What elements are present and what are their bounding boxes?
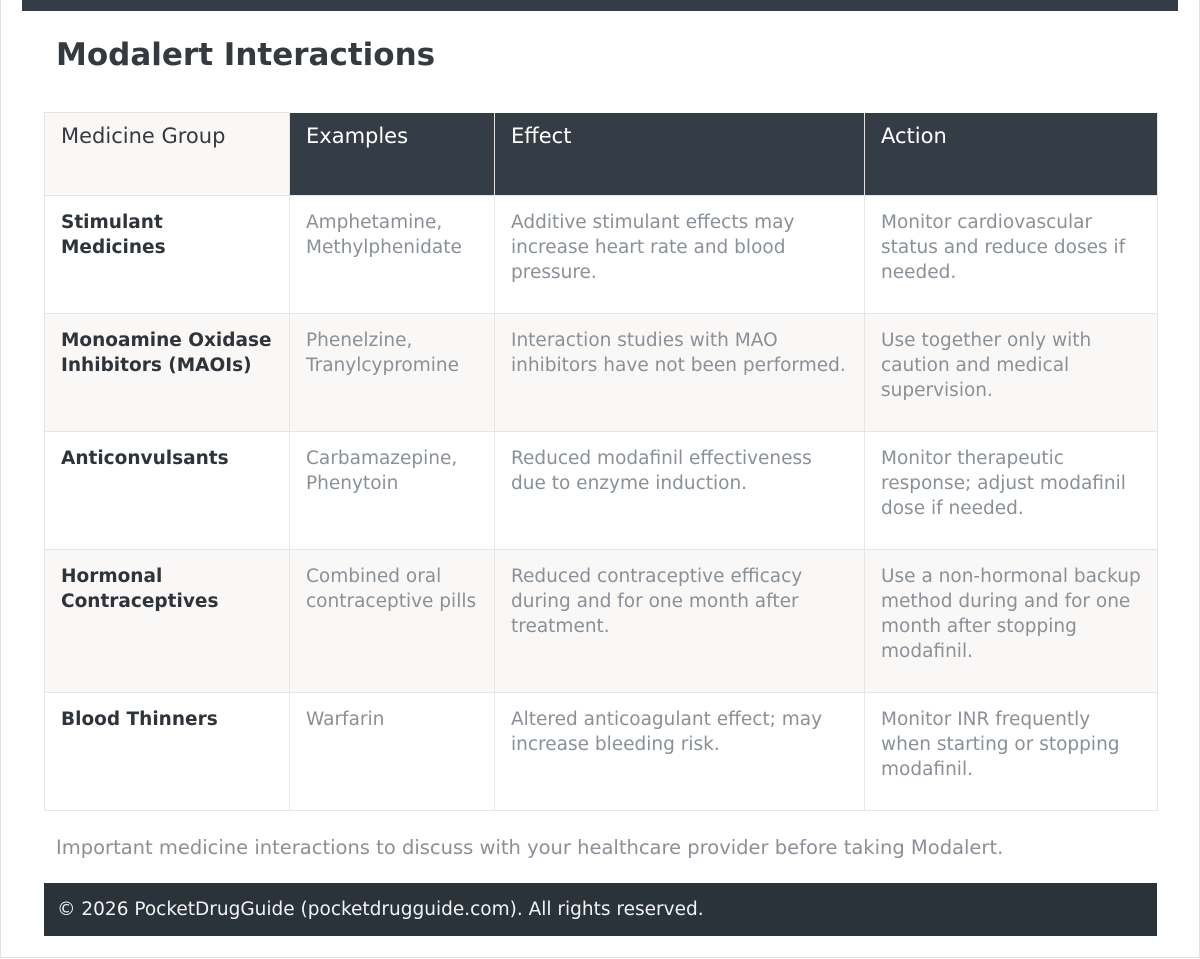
cell-examples: Amphetamine, Methylphenidate [289, 195, 495, 314]
table-row: Monoamine Oxidase Inhibitors (MAOIs) Phe… [44, 313, 1158, 432]
cell-action: Monitor INR frequently when starting or … [864, 692, 1158, 811]
cell-examples: Carbamazepine, Phenytoin [289, 431, 495, 550]
header-action: Action [864, 112, 1158, 196]
header-medicine-group: Medicine Group [44, 112, 290, 196]
table-row: Hormonal Contraceptives Combined oral co… [44, 549, 1158, 693]
cell-medicine-group: Stimulant Medicines [44, 195, 290, 314]
cell-examples: Warfarin [289, 692, 495, 811]
table-row: Stimulant Medicines Amphetamine, Methylp… [44, 195, 1158, 314]
copyright-text: © 2026 PocketDrugGuide (pocketdrugguide.… [57, 898, 704, 920]
table-caption: Important medicine interactions to discu… [56, 836, 1004, 859]
cell-effect: Interaction studies with MAO inhibitors … [494, 313, 865, 432]
cell-effect: Reduced modafinil effectiveness due to e… [494, 431, 865, 550]
cell-action: Use a non-hormonal backup method during … [864, 549, 1158, 693]
header-examples: Examples [289, 112, 495, 196]
table-header-row: Medicine Group Examples Effect Action [44, 112, 1158, 196]
interactions-table: Medicine Group Examples Effect Action St… [44, 112, 1158, 811]
cell-effect: Reduced contraceptive efficacy during an… [494, 549, 865, 693]
cell-action: Monitor therapeutic response; adjust mod… [864, 431, 1158, 550]
cell-examples: Combined oral contraceptive pills [289, 549, 495, 693]
header-effect: Effect [494, 112, 865, 196]
cell-examples: Phenelzine, Tranylcypromine [289, 313, 495, 432]
cell-medicine-group: Monoamine Oxidase Inhibitors (MAOIs) [44, 313, 290, 432]
table-row: Blood Thinners Warfarin Altered anticoag… [44, 692, 1158, 811]
cell-medicine-group: Anticonvulsants [44, 431, 290, 550]
page-title: Modalert Interactions [56, 37, 436, 73]
table-row: Anticonvulsants Carbamazepine, Phenytoin… [44, 431, 1158, 550]
cell-medicine-group: Hormonal Contraceptives [44, 549, 290, 693]
cell-action: Monitor cardiovascular status and reduce… [864, 195, 1158, 314]
cell-action: Use together only with caution and medic… [864, 313, 1158, 432]
page-footer: © 2026 PocketDrugGuide (pocketdrugguide.… [44, 883, 1157, 936]
cell-medicine-group: Blood Thinners [44, 692, 290, 811]
cell-effect: Additive stimulant effects may increase … [494, 195, 865, 314]
top-accent-bar [22, 0, 1178, 11]
cell-effect: Altered anticoagulant effect; may increa… [494, 692, 865, 811]
